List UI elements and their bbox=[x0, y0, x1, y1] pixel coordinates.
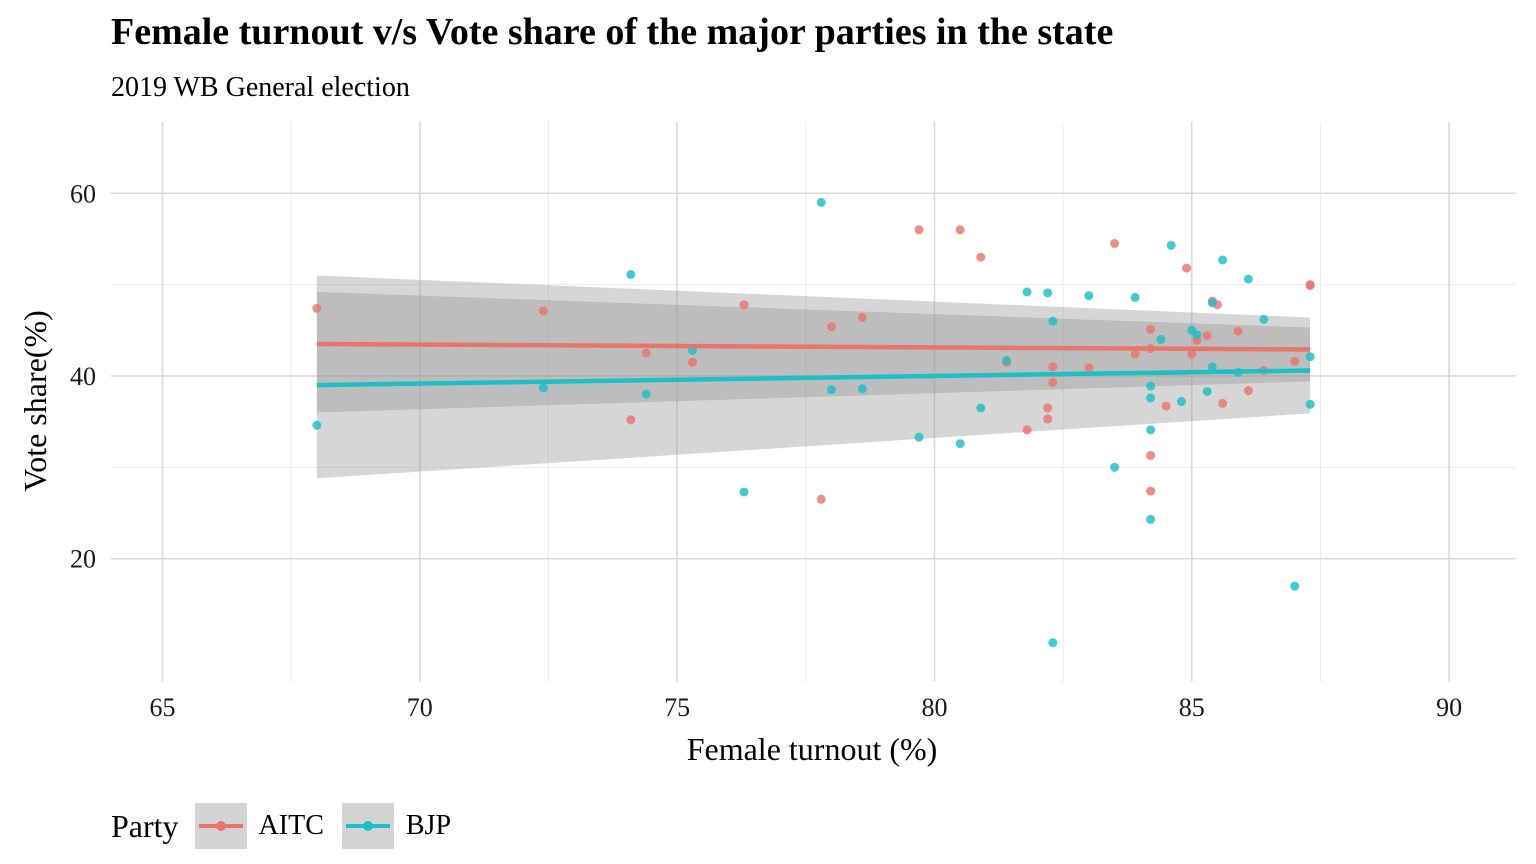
point-aitc bbox=[1043, 414, 1053, 424]
point-aitc bbox=[1146, 486, 1156, 496]
point-bjp bbox=[1048, 638, 1058, 648]
trend-line-aitc bbox=[316, 341, 1311, 352]
point-bjp bbox=[641, 389, 651, 399]
point-aitc bbox=[1187, 349, 1197, 359]
data-points bbox=[312, 197, 1315, 648]
point-aitc bbox=[1043, 403, 1053, 413]
point-bjp bbox=[1146, 514, 1156, 524]
confidence-band-aitc bbox=[316, 275, 1311, 413]
point-bjp bbox=[1166, 240, 1176, 250]
point-bjp bbox=[739, 487, 749, 497]
point-aitc bbox=[1022, 425, 1032, 435]
trend-line-bjp bbox=[316, 368, 1311, 388]
point-bjp bbox=[626, 270, 636, 280]
point-bjp bbox=[1156, 334, 1166, 344]
legend-item-aitc: AITC bbox=[194, 803, 324, 849]
point-aitc bbox=[538, 306, 548, 316]
gridlines bbox=[111, 122, 1516, 682]
point-aitc bbox=[1110, 239, 1120, 249]
x-axis-title: Female turnout (%) bbox=[687, 731, 938, 767]
point-bjp bbox=[1305, 352, 1315, 362]
point-bjp bbox=[1243, 274, 1253, 284]
point-bjp bbox=[816, 197, 826, 207]
point-aitc bbox=[1233, 326, 1243, 336]
x-tick-label: 75 bbox=[664, 693, 690, 722]
legend-item-bjp: BJP bbox=[341, 803, 452, 849]
point-bjp bbox=[914, 432, 924, 442]
point-aitc bbox=[1084, 363, 1094, 373]
point-aitc bbox=[641, 348, 651, 358]
point-aitc bbox=[626, 415, 636, 425]
legend-title: Party bbox=[111, 807, 179, 844]
point-bjp bbox=[1259, 314, 1269, 324]
point-aitc bbox=[1218, 398, 1228, 408]
point-aitc bbox=[1290, 356, 1300, 366]
trend-lines bbox=[316, 341, 1311, 388]
point-aitc bbox=[816, 494, 826, 504]
point-bjp bbox=[1218, 255, 1228, 265]
point-bjp bbox=[1305, 399, 1315, 409]
point-bjp bbox=[1130, 292, 1140, 302]
point-bjp bbox=[1290, 581, 1300, 591]
point-aitc bbox=[739, 300, 749, 310]
point-bjp bbox=[1022, 287, 1032, 297]
point-bjp bbox=[1048, 316, 1058, 326]
point-aitc bbox=[976, 252, 986, 262]
legend-key-bjp bbox=[341, 803, 394, 849]
point-aitc bbox=[1146, 450, 1156, 460]
point-bjp bbox=[1084, 291, 1094, 301]
y-axis-title: Vote share(%) bbox=[17, 310, 53, 492]
point-bjp bbox=[955, 439, 965, 449]
legend-label-aitc: AITC bbox=[258, 810, 324, 841]
point-aitc bbox=[688, 357, 698, 367]
point-aitc bbox=[1243, 386, 1253, 396]
legend: Party AITC BJP bbox=[111, 800, 469, 852]
point-aitc bbox=[827, 322, 837, 332]
point-aitc bbox=[914, 225, 924, 235]
point-bjp bbox=[1043, 288, 1053, 298]
confidence-band-bjp bbox=[316, 291, 1311, 479]
y-tick-label: 40 bbox=[70, 362, 96, 391]
point-bjp bbox=[1176, 397, 1186, 407]
chart-subtitle: 2019 WB General election bbox=[111, 72, 410, 103]
point-aitc bbox=[1305, 281, 1315, 291]
point-bjp bbox=[312, 420, 322, 430]
x-tick-label: 90 bbox=[1436, 693, 1462, 722]
y-tick-label: 20 bbox=[70, 545, 96, 574]
x-tick-label: 70 bbox=[407, 693, 433, 722]
point-aitc bbox=[1182, 263, 1192, 273]
legend-label-bjp: BJP bbox=[405, 810, 452, 841]
point-bjp bbox=[1207, 298, 1217, 308]
scatter-plot: 65 70 75 80 85 90 20 40 60 Female turnout (%) Vo… bbox=[17, 122, 1516, 767]
x-tick-label: 85 bbox=[1179, 693, 1205, 722]
point-bjp bbox=[538, 383, 548, 393]
legend-key-aitc bbox=[194, 803, 247, 849]
point-aitc bbox=[1048, 362, 1058, 372]
point-bjp bbox=[1146, 381, 1156, 391]
point-bjp bbox=[857, 384, 867, 394]
point-bjp bbox=[1001, 355, 1011, 365]
y-tick-label: 60 bbox=[70, 179, 96, 208]
chart-title: Female turnout v/s Vote share of the maj… bbox=[111, 11, 1114, 53]
point-aitc bbox=[1161, 401, 1171, 411]
point-aitc bbox=[857, 312, 867, 322]
point-bjp bbox=[827, 385, 837, 395]
x-tick-label: 65 bbox=[149, 693, 175, 722]
point-aitc bbox=[1130, 349, 1140, 359]
point-bjp bbox=[1110, 462, 1120, 472]
point-aitc bbox=[1202, 331, 1212, 341]
point-bjp bbox=[1146, 425, 1156, 435]
tick-labels: 65 70 75 80 85 90 20 40 60 bbox=[70, 179, 1462, 722]
point-aitc bbox=[955, 225, 965, 235]
point-bjp bbox=[1192, 330, 1202, 340]
point-aitc bbox=[312, 303, 322, 313]
point-aitc bbox=[1048, 377, 1058, 387]
point-aitc bbox=[1146, 324, 1156, 334]
point-bjp bbox=[976, 403, 986, 413]
confidence-bands bbox=[316, 275, 1311, 479]
x-tick-label: 80 bbox=[921, 693, 947, 722]
point-bjp bbox=[1202, 386, 1212, 396]
point-bjp bbox=[1146, 393, 1156, 403]
point-bjp bbox=[1207, 362, 1217, 372]
